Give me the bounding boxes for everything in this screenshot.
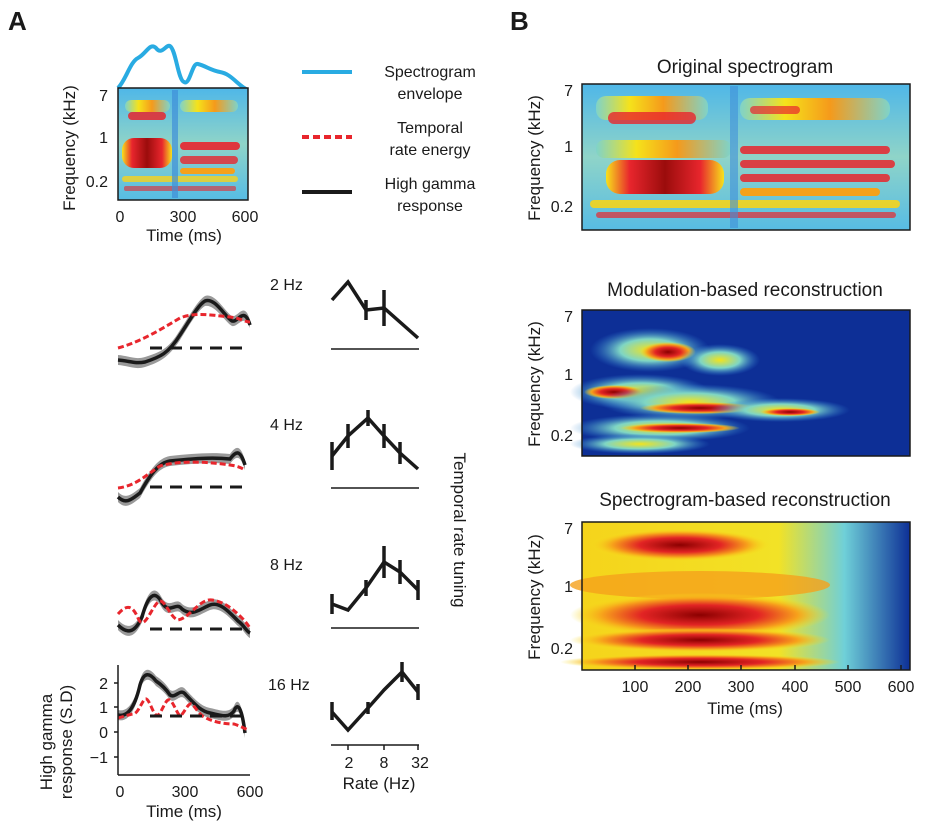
panel-b-letter: B bbox=[510, 6, 529, 36]
rate-label: 4 Hz bbox=[270, 417, 303, 434]
subplot-title: Modulation-based reconstruction bbox=[607, 280, 883, 301]
tuning-curve-2hz bbox=[330, 279, 420, 350]
rate-label: 8 Hz bbox=[270, 557, 303, 574]
response-xtick: 600 bbox=[237, 784, 264, 801]
subplot-title: Original spectrogram bbox=[657, 57, 833, 78]
response-trace-8hz bbox=[116, 590, 252, 638]
time-xlabel: Time (ms) bbox=[707, 699, 783, 718]
rate-label: 2 Hz bbox=[270, 277, 303, 294]
legend-label: rate energy bbox=[390, 142, 471, 159]
tuning-curve-8hz bbox=[330, 546, 420, 629]
tuning-side-label: Temporal rate tuning bbox=[450, 453, 469, 608]
legend-label: Spectrogram bbox=[384, 64, 476, 81]
response-trace-2hz bbox=[117, 295, 252, 369]
subplot-title: Spectrogram-based reconstruction bbox=[599, 490, 890, 511]
tuning-curve-16hz bbox=[330, 662, 420, 750]
subplot-ytick: 0.2 bbox=[551, 428, 573, 445]
time-xtick: 300 bbox=[728, 679, 755, 696]
time-xtick: 500 bbox=[835, 679, 862, 696]
spectrogram-reconstruction-image bbox=[560, 521, 911, 671]
time-xtick: 100 bbox=[622, 679, 649, 696]
legend-label: envelope bbox=[398, 86, 463, 103]
time-xtick: 600 bbox=[888, 679, 915, 696]
subplot-ylabel: Frequency (kHz) bbox=[525, 321, 544, 447]
small-spec-xtick: 600 bbox=[232, 209, 259, 226]
response-xtick: 300 bbox=[172, 784, 199, 801]
small-spec-xtick: 300 bbox=[170, 209, 197, 226]
response-xlabel: Time (ms) bbox=[146, 802, 222, 821]
small-spectrogram bbox=[117, 87, 249, 201]
subplot-ytick: 7 bbox=[564, 83, 573, 100]
rate-label: 16 Hz bbox=[268, 677, 310, 694]
response-trace-16hz bbox=[117, 669, 250, 738]
response-axes bbox=[114, 665, 250, 776]
legend-label: Temporal bbox=[397, 120, 463, 137]
subplot-ytick: 7 bbox=[564, 521, 573, 538]
legend-label: High gamma bbox=[385, 176, 476, 193]
subplot-ylabel: Frequency (kHz) bbox=[525, 95, 544, 221]
response-ytick: 1 bbox=[99, 700, 108, 717]
spectrogram-envelope-trace bbox=[116, 43, 249, 92]
legend-label: response bbox=[397, 198, 463, 215]
small-spec-xtick: 0 bbox=[116, 209, 125, 226]
subplot-ytick: 0.2 bbox=[551, 641, 573, 658]
small-spec-ytick: 7 bbox=[99, 88, 108, 105]
time-xtick: 400 bbox=[782, 679, 809, 696]
legend: Spectrogram envelope Temporal rate energ… bbox=[302, 64, 476, 215]
small-spec-xlabel: Time (ms) bbox=[146, 226, 222, 245]
subplot-ytick: 1 bbox=[564, 579, 573, 596]
small-spec-ytick: 0.2 bbox=[86, 174, 108, 191]
response-ylabel: High gamma bbox=[37, 693, 56, 790]
panel-a-letter: A bbox=[8, 6, 27, 36]
tuning-xtick: 2 bbox=[345, 755, 354, 772]
subplot-ytick: 1 bbox=[564, 139, 573, 156]
tuning-xtick: 8 bbox=[380, 755, 389, 772]
response-ylabel: response (S.D) bbox=[57, 685, 76, 799]
small-spec-ylabel: Frequency (kHz) bbox=[60, 85, 79, 211]
subplot-ytick: 7 bbox=[564, 309, 573, 326]
original-spectrogram-image bbox=[581, 83, 911, 231]
small-spec-ytick: 1 bbox=[99, 130, 108, 147]
response-ytick: −1 bbox=[90, 750, 108, 767]
modulation-reconstruction-image bbox=[570, 309, 911, 457]
subplot-ytick: 1 bbox=[564, 367, 573, 384]
time-xtick: 200 bbox=[675, 679, 702, 696]
response-ytick: 2 bbox=[99, 676, 108, 693]
response-ytick: 0 bbox=[99, 725, 108, 742]
response-xtick: 0 bbox=[116, 784, 125, 801]
tuning-xlabel: Rate (Hz) bbox=[343, 774, 416, 793]
tuning-xtick: 32 bbox=[411, 755, 429, 772]
response-trace-4hz bbox=[116, 447, 250, 506]
subplot-ylabel: Frequency (kHz) bbox=[525, 534, 544, 660]
tuning-curve-4hz bbox=[330, 410, 420, 489]
subplot-ytick: 0.2 bbox=[551, 199, 573, 216]
